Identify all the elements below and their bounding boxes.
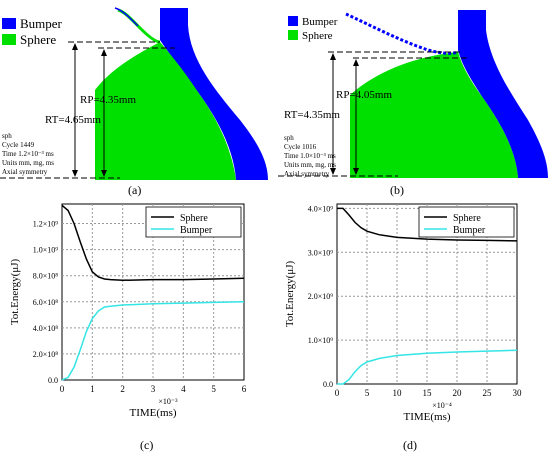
panel-a-svg: Bumper Sphere RP=4.35mm RT=4.65mm sph Cy… <box>0 7 268 180</box>
panel-a-info-2: Time 1.2×10⁻³ ms <box>2 150 54 158</box>
chart-c-x-label: TIME(ms) <box>129 407 176 419</box>
chart-c-y-tick: 1.0×10⁹ <box>33 246 59 255</box>
chart-d-x-tick: 5 <box>365 388 370 398</box>
panel-b-info-0: sph <box>284 134 294 142</box>
panel-c-label: (c) <box>140 438 154 452</box>
panel-b-bumper-shape <box>458 10 548 178</box>
chart-c-x-tick: 3 <box>151 384 156 394</box>
chart-d-x-tick: 30 <box>513 388 523 398</box>
panel-a-simulation: Bumper Sphere RP=4.35mm RT=4.65mm sph Cy… <box>0 0 270 200</box>
panel-b-info-2: Time 1.0×10⁻³ ms <box>284 152 336 160</box>
panel-d-label: (d) <box>403 438 417 452</box>
chart-c-y-tick: 4.0×10⁸ <box>33 324 59 333</box>
panel-a-info-4: Axial symmetry <box>2 168 48 176</box>
chart-d-y-tick: 4.0×10⁹ <box>308 204 334 213</box>
panel-b-info-4: Axial symmetry <box>284 170 330 178</box>
chart-d-x-tick: 25 <box>483 388 493 398</box>
chart-c-legend <box>145 206 242 238</box>
chart-c-y-tick: 0.0 <box>48 376 58 385</box>
chart-c-series-sphere <box>61 204 245 282</box>
chart-c-y-tick: 8.0×10⁸ <box>33 272 59 281</box>
panel-b-legend-bumper-swatch <box>288 16 298 26</box>
panel-a-legend-sphere: Sphere <box>20 32 56 47</box>
panel-b-svg: Bumper Sphere RP=4.05mm RT=4.35mm sph Cy… <box>278 10 548 178</box>
panel-b-legend-sphere: Sphere <box>302 30 333 42</box>
chart-c-x-tick: 5 <box>211 384 216 394</box>
chart-d-legend-item: Sphere <box>453 213 481 224</box>
panel-b-info-3: Units mm, mg, ms <box>284 161 336 169</box>
chart-d-x-tick: 0 <box>335 388 340 398</box>
chart-d-legend-item: Bumper <box>453 225 486 236</box>
panel-b-label: (b) <box>390 183 404 197</box>
chart-d-x-tick: 15 <box>423 388 433 398</box>
chart-c-x-scale: ×10⁻³ <box>158 397 178 406</box>
chart-c-x-tick: 4 <box>181 384 186 394</box>
chart-d-y-tick: 2.0×10⁹ <box>308 292 334 301</box>
panel-a-info-3: Units mm, mg, ms <box>2 159 54 167</box>
panel-a-info-0: sph <box>2 132 12 140</box>
panel-a-legend-sphere-swatch <box>2 34 16 45</box>
chart-c-y-label: Tot.Energy(μJ) <box>9 258 21 325</box>
chart-d-y-tick: 3.0×10⁹ <box>308 248 334 257</box>
panel-a-rp-label: RP=4.35mm <box>80 94 136 106</box>
panel-b-simulation: Bumper Sphere RP=4.05mm RT=4.35mm sph Cy… <box>278 0 550 200</box>
chart-c-x-tick: 2 <box>120 384 125 394</box>
panel-a-sphere-shape <box>95 42 236 180</box>
panel-b-debris-trail <box>345 12 459 55</box>
chart-d-x-tick: 10 <box>393 388 403 398</box>
chart-c-legend-item: Bumper <box>180 225 213 236</box>
chart-c-legend-item: Sphere <box>180 213 208 224</box>
chart-d-x-label: TIME(ms) <box>403 411 450 423</box>
panel-a-legend-bumper-swatch <box>2 18 16 29</box>
panel-a-label: (a) <box>128 183 142 197</box>
panel-b-legend-sphere-swatch <box>288 30 298 40</box>
panel-a-rt-label: RT=4.65mm <box>45 114 101 126</box>
chart-d-x-scale: ×10⁻⁴ <box>432 401 452 410</box>
chart-d-y-label: Tot.Energy(μJ) <box>284 260 296 327</box>
chart-d-y-tick: 1.0×10⁹ <box>308 336 334 345</box>
panel-b-rp-label: RP=4.05mm <box>336 89 392 101</box>
chart-c-y-tick: 2.0×10⁸ <box>33 350 59 359</box>
panel-c-chart: 0 1 2 3 4 5 6 0.0 2.0×10⁸ 4.0×10⁸ 6.0×10⁸ 8.0×10⁸ 1.… <box>9 203 247 419</box>
panel-a-info-1: Cycle 1449 <box>2 141 35 149</box>
chart-d-y-tick: 0.0 <box>323 380 333 389</box>
chart-d-series-bumper <box>337 349 518 385</box>
chart-c-x-tick: 1 <box>90 384 95 394</box>
panel-b-legend-bumper: Bumper <box>302 16 338 28</box>
panel-d-chart: 0 5 10 15 20 25 30 0.0 1.0×10⁹ 2.0×10⁹ 3.0×10⁹ 4.0×… <box>284 203 523 423</box>
chart-c-series-bumper <box>61 301 245 381</box>
chart-d-series-sphere <box>337 207 518 242</box>
panel-b-rt-label: RT=4.35mm <box>284 109 340 121</box>
chart-d-legend <box>418 206 515 238</box>
chart-c-y-tick: 1.2×10⁹ <box>33 220 59 229</box>
panel-a-bumper-shape <box>160 8 268 180</box>
panel-b-info-1: Cycle 1016 <box>284 143 317 151</box>
panel-b-sphere-shape <box>350 52 518 178</box>
chart-c-x-tick: 6 <box>242 384 247 394</box>
chart-d-x-tick: 20 <box>453 388 463 398</box>
panel-a-debris-trail <box>117 8 161 44</box>
chart-c-y-tick: 6.0×10⁸ <box>33 298 59 307</box>
chart-c-x-tick: 0 <box>60 384 65 394</box>
panel-a-legend-bumper: Bumper <box>20 16 63 31</box>
